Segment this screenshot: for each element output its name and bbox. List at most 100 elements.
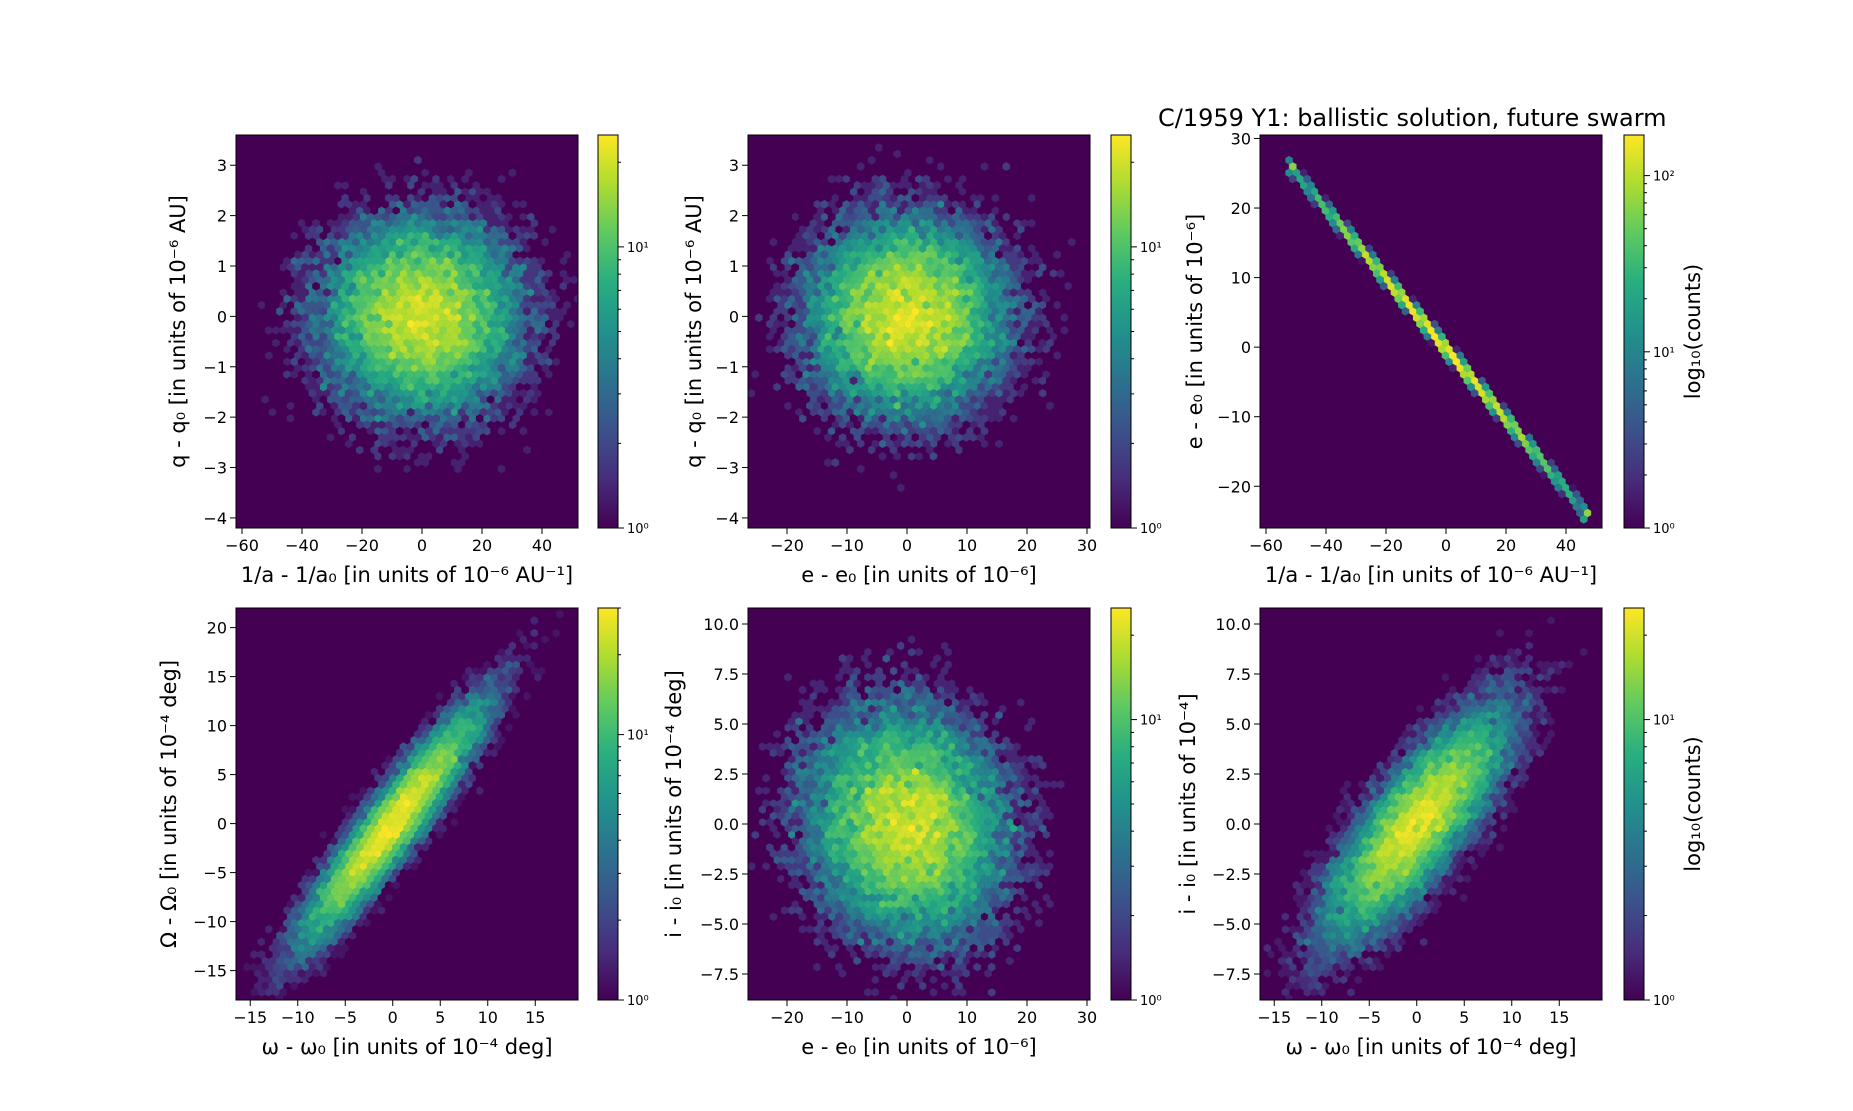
hexbin-cell [1017,351,1025,360]
hexbin-cell [933,218,941,228]
hexbin-cell [541,225,549,234]
hexbin-cell [944,426,952,436]
hexbin-cell [326,256,335,266]
hexbin-cell [1416,307,1424,316]
hexbin-cell [802,407,810,417]
hexbin-cell [414,269,422,278]
hexbin-cell [933,319,941,329]
hexbin-cell [1071,294,1080,304]
hexbin-cell [264,313,273,323]
hexbin-cell [508,307,517,316]
x-tick-label: 20 [1017,536,1037,555]
hexbin-cell [330,426,338,436]
hexbin-cell [323,439,331,449]
hexbin-cell [755,300,763,310]
hexbin-cell [798,363,807,373]
hexbin-cell [1002,376,1011,386]
hexbin-cell [374,313,382,323]
y-tick-label: −3 [203,459,227,478]
hexbin-cell [991,420,1000,430]
hexbin-cell [966,388,974,398]
hexbin-cell [439,338,448,348]
hexbin-cell [791,225,800,234]
y-tick-label: −15 [193,962,227,981]
hexbin-cell [348,307,357,316]
hexbin-cell [955,458,963,467]
hexbin-cell [450,382,459,392]
hexbin-cell [541,300,549,310]
hexbin-cell [1042,231,1051,241]
hexbin-cell [973,451,981,461]
hexbin-cell [566,307,575,316]
hexbin-cell [1013,433,1021,442]
colorbar-tick-label: 10² [1653,170,1675,185]
hexbin-cell [900,388,909,398]
hexbin-cell [246,357,255,367]
hexbin-cell [1474,370,1483,379]
hexbin-cell [864,489,872,499]
hexbin-cell [472,483,480,493]
hexbin-cell [414,357,422,367]
hexbin-cell [486,496,495,505]
hexbin-cells [1285,155,1592,524]
hexbin-cell [432,187,440,197]
hexbin-cell [846,307,854,316]
hexbin-cell [1071,370,1080,379]
hexbin-cell [795,244,803,253]
hexbin-cell [1009,212,1018,222]
hexbin-cell [552,420,560,430]
hexbin-cell [1499,401,1508,411]
axes-frame [747,134,1091,529]
hexbin-cell [505,451,513,461]
hexbin-cell [472,445,480,455]
colorbar-tick-label: 10⁰ [627,994,649,1009]
y-tick-label: 2 [729,207,739,226]
hexbin-cell [929,250,938,260]
hexbin-cell [424,363,433,373]
hexbin-cell [762,262,770,272]
hexbin-cell [541,388,549,398]
hexbin-cell [856,325,865,335]
hexbin-cell [904,244,912,253]
hexbin-cell [962,420,971,430]
hexbin-cell [330,300,338,310]
hexbin-cell [1318,187,1326,197]
hexbin-cell [352,225,360,234]
hexbin-cell [374,477,382,486]
hexbin-cell [537,206,546,215]
hexbin-cell [341,281,349,291]
hexbin-cell [900,376,909,386]
hexbin-cell [947,344,956,354]
hexbin-cell [1046,351,1054,360]
hexbin-cell [1002,162,1011,171]
hexbin-cell [966,199,974,209]
hexbin-cell [798,325,807,335]
hexbin-cell [275,344,284,354]
hexbin-cell [1020,332,1029,341]
hexbin-cell [798,351,807,360]
hexbin-cell [904,143,912,152]
hexbin-cell [867,420,876,430]
hexbin-cell [806,426,814,436]
hexbin-cell [755,376,763,386]
hexbin-cell [1310,199,1319,209]
hexbin-cell [377,370,386,379]
hexbin-cell [450,357,459,367]
hexbin-cell [344,174,353,184]
hexbin-cell [308,439,317,449]
hexbin-cell [1035,407,1043,417]
hexbin-cell [998,458,1007,467]
hexbin-cell [860,445,869,455]
hexbin-cell [849,199,858,209]
hexbin-cell [977,433,985,442]
colorbar-gradient [1623,134,1645,529]
hexbin-cell [1020,231,1029,241]
hexbin-cell [977,344,985,354]
y-tick-label: −2 [715,408,739,427]
hexbin-cell [1492,414,1501,423]
hexbin-cell [294,237,302,247]
hexbin-cell [984,332,992,341]
hexbin-cell [406,470,415,480]
hexbin-cell [853,357,861,367]
hexbin-cell [355,868,364,877]
